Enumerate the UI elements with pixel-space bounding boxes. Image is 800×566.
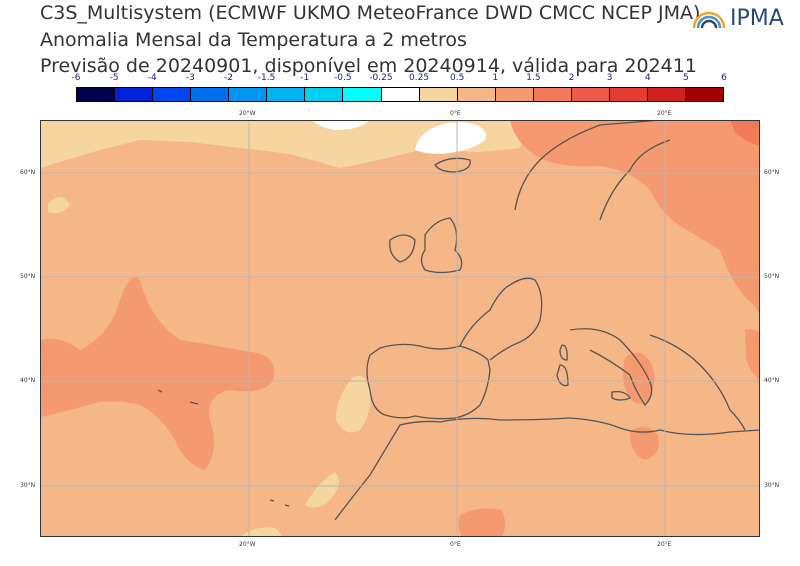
anomaly-warm-italy	[623, 352, 655, 404]
colorbar-segment	[153, 88, 192, 101]
colorbar-segment	[77, 88, 116, 101]
colorbar-segment	[609, 88, 648, 101]
lat-label-right-30n: 30°N	[764, 482, 780, 489]
lat-label-left-60n: 60°N	[20, 169, 36, 176]
anomaly-cool-spot-west	[48, 197, 70, 213]
lat-label-right-60n: 60°N	[764, 169, 780, 176]
title-line-1: C3S_Multisystem (ECMWF UKMO MeteoFrance …	[40, 2, 701, 24]
title-line-3: Previsão de 20240901, disponível em 2024…	[40, 55, 697, 77]
colorbar-tick-label: 1	[492, 73, 499, 83]
map-svg	[40, 120, 760, 537]
lat-label-left-50n: 50°N	[20, 273, 36, 280]
lat-label-right-50n: 50°N	[764, 273, 780, 280]
lat-label-left-30n: 30°N	[20, 482, 36, 489]
lon-label-top-20e: 20°E	[657, 110, 672, 117]
colorbar-segment	[267, 88, 306, 101]
colorbar-tick-label: 2	[568, 73, 575, 83]
lon-label-top-20w: 20°W	[239, 110, 256, 117]
anomaly-warm-africa	[458, 508, 505, 537]
colorbar	[76, 87, 724, 102]
anomaly-cool-south	[240, 527, 282, 537]
lon-label-bottom-0e: 0°E	[450, 541, 461, 548]
colorbar-tick-label: 6	[721, 73, 727, 83]
colorbar-segment	[533, 88, 572, 101]
lon-label-bottom-20w: 20°W	[239, 541, 256, 548]
colorbar-segment	[115, 88, 154, 101]
map-frame	[40, 120, 760, 537]
anomaly-warm-atlantic	[40, 277, 275, 470]
colorbar-segment	[686, 88, 724, 101]
anomaly-neutral-east	[415, 122, 486, 154]
colorbar-segment	[571, 88, 610, 101]
colorbar-segment	[343, 88, 382, 101]
colorbar-tick-label: -6	[71, 73, 81, 83]
lon-label-bottom-20e: 20°E	[657, 541, 672, 548]
ipma-logo-icon	[692, 11, 726, 29]
colorbar-tick-label: 5	[683, 73, 689, 83]
colorbar-tick-label: 1.5	[526, 73, 541, 83]
anomaly-map: 20°W 0°E 20°E 20°W 0°E 20°E 60°N 50°N 40…	[20, 110, 779, 548]
colorbar-tick-label: 0.5	[450, 73, 465, 83]
colorbar-tick-label: -0.5	[334, 73, 352, 83]
lat-label-right-40n: 40°N	[764, 377, 780, 384]
colorbar-tick-label: -4	[147, 73, 157, 83]
colorbar-tick-label: 3	[606, 73, 613, 83]
colorbar-tick-label: 4	[644, 73, 651, 83]
colorbar-tick-label: -2	[223, 73, 233, 83]
colorbar-tick-label: -1.5	[257, 73, 276, 83]
colorbar-tick-label: -1	[300, 73, 310, 83]
colorbar-segment	[495, 88, 534, 101]
colorbar-segment	[647, 88, 686, 101]
anomaly-cool-morocco	[305, 472, 339, 508]
anomaly-cool-iberia	[335, 375, 371, 433]
colorbar-segment	[457, 88, 496, 101]
colorbar-tick-label: -0.25	[369, 73, 393, 83]
anomaly-warm-east	[745, 329, 760, 380]
graticule	[40, 120, 760, 537]
anomaly-warm-northeast	[510, 120, 760, 315]
title-line-2: Anomalia Mensal da Temperatura a 2 metro…	[40, 29, 467, 51]
coastlines	[157, 120, 760, 521]
colorbar-tick-label: 0.25	[409, 73, 430, 83]
colorbar-tick-label: -3	[185, 73, 195, 83]
colorbar-tick-label: -5	[109, 73, 119, 83]
anomaly-warmer-northeast	[730, 120, 760, 146]
colorbar-segment	[305, 88, 344, 101]
colorbar-segment	[419, 88, 458, 101]
colorbar-segment	[229, 88, 268, 101]
anomaly-neutral-north	[312, 120, 370, 130]
ipma-logo: IPMA	[690, 4, 800, 34]
lat-label-left-40n: 40°N	[20, 377, 36, 384]
lon-label-top-0e: 0°E	[450, 110, 461, 117]
colorbar-segment	[381, 88, 420, 101]
ipma-logo-text: IPMA	[730, 6, 784, 31]
anomaly-warm-libya	[630, 426, 659, 460]
colorbar-segment	[191, 88, 230, 101]
anomaly-cool-north	[40, 120, 530, 168]
